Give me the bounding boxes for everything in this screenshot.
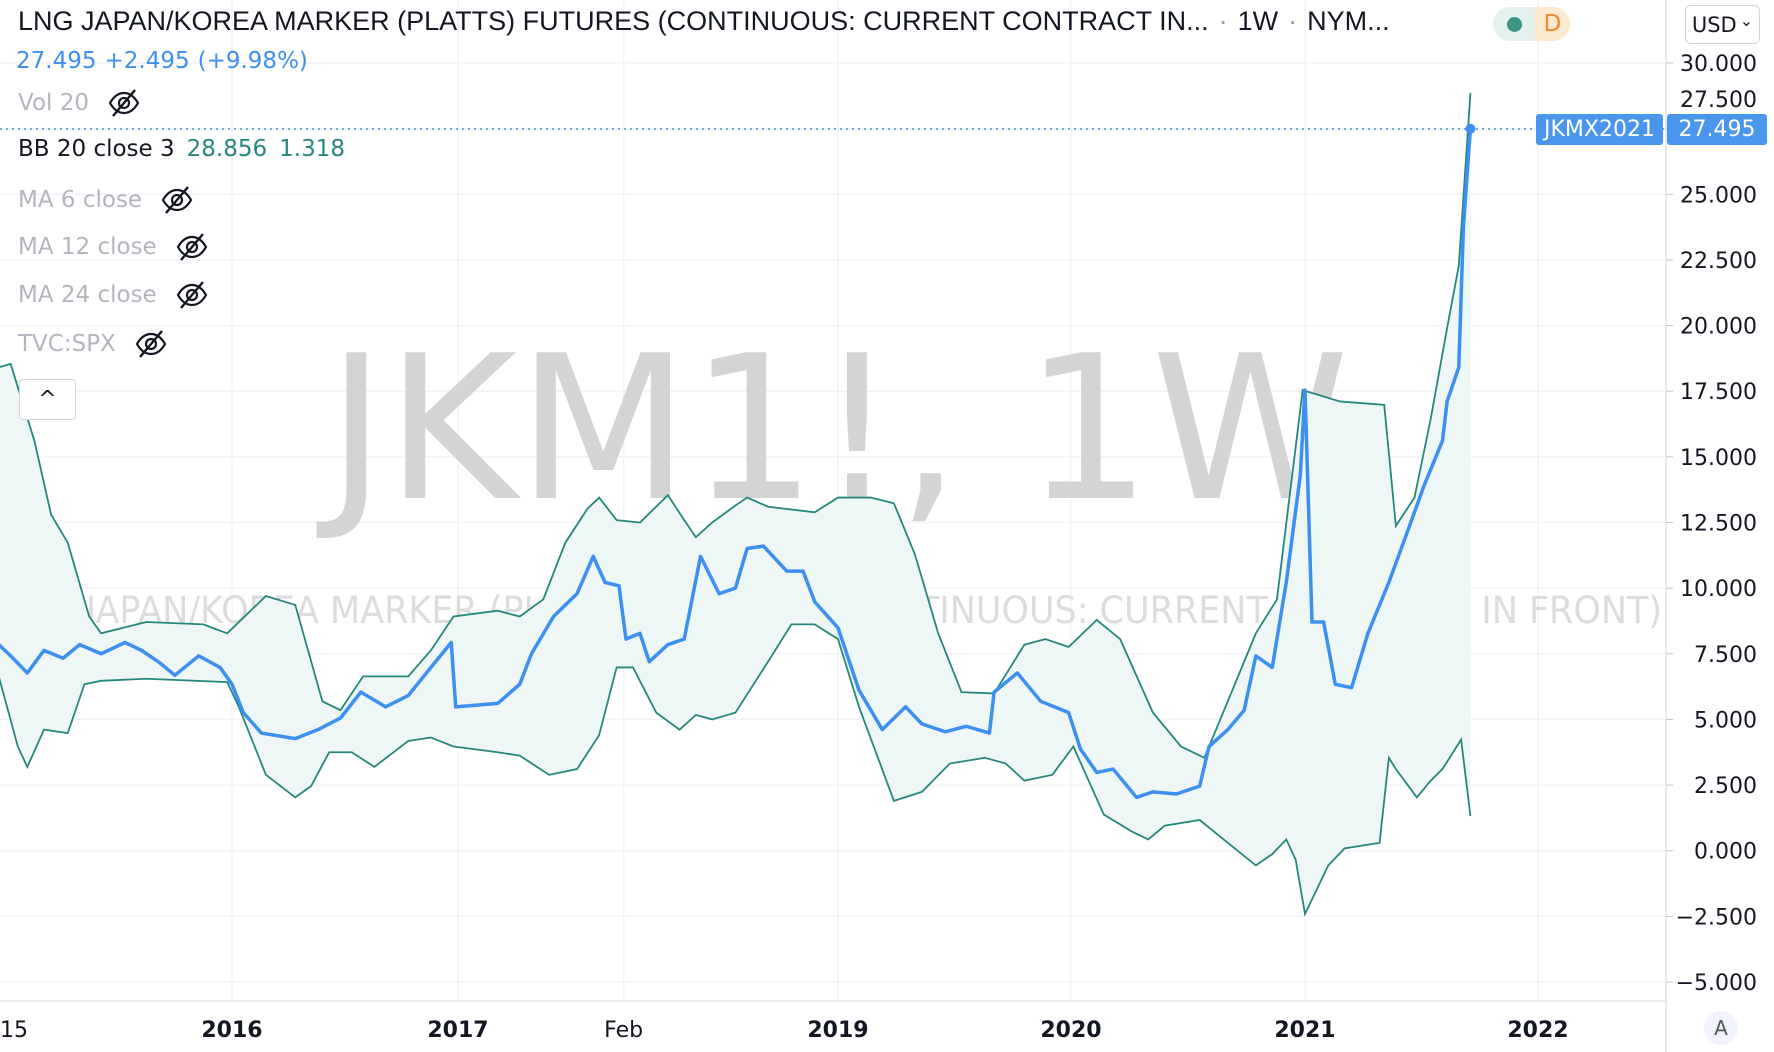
x-tick-label: 2017: [427, 1018, 488, 1043]
status-dot-icon: [1506, 16, 1522, 32]
eye-hidden-icon[interactable]: [134, 329, 168, 359]
y-tick-label: 17.500: [1680, 380, 1757, 405]
y-tick-label: 27.500: [1680, 88, 1757, 113]
x-tick-label: 2020: [1040, 1018, 1101, 1043]
market-open-indicator: [1493, 7, 1535, 41]
collapse-legend-button[interactable]: ^: [19, 379, 76, 420]
legend-item[interactable]: TVC:SPX: [18, 329, 168, 359]
last-price: 27.495: [16, 48, 97, 74]
y-tick-label: 0.000: [1694, 840, 1757, 865]
price-axis[interactable]: 30.000 27.500 25.000 22.500 20.000 17.500 15.0…: [1666, 52, 1757, 996]
time-axis[interactable]: 15 2016 2017 Feb 2019 2020 2021 2022: [0, 1018, 1569, 1043]
bollinger-upper-line: [0, 92, 1472, 759]
y-tick-label: 22.500: [1680, 249, 1757, 274]
legend-item[interactable]: BB 20 close 3 28.856 1.318: [18, 136, 345, 162]
separator: ·: [1218, 6, 1228, 36]
plot-area: [0, 92, 1476, 917]
x-tick-label: Feb: [604, 1018, 643, 1043]
legend-item[interactable]: MA 12 close: [18, 232, 209, 262]
legend-value: 1.318: [279, 136, 345, 162]
currency-select[interactable]: USD ⌄: [1685, 5, 1760, 44]
x-tick-label: 2022: [1507, 1018, 1568, 1043]
legend-label: MA 12 close: [18, 234, 157, 260]
y-tick-label: 2.500: [1694, 774, 1757, 799]
y-tick-label: −5.000: [1676, 971, 1757, 996]
currency-label: USD: [1691, 12, 1737, 37]
x-tick-label: 15: [0, 1018, 28, 1043]
y-tick-label: 20.000: [1680, 315, 1757, 340]
bollinger-band-fill: [0, 93, 1471, 914]
close-price-line: [0, 128, 1473, 800]
eye-hidden-icon[interactable]: [175, 280, 209, 310]
legend-label: MA 6 close: [18, 187, 143, 213]
legend-item[interactable]: Vol 20: [18, 88, 141, 118]
eye-hidden-icon[interactable]: [107, 88, 141, 118]
y-tick-label: −2.500: [1676, 905, 1757, 930]
legend-label: Vol 20: [18, 90, 89, 116]
delayed-indicator: D: [1535, 7, 1570, 41]
chevron-down-icon: ⌄: [1739, 11, 1754, 30]
market-status-badge[interactable]: D: [1493, 7, 1570, 41]
y-tick-label: 15.000: [1680, 446, 1757, 471]
legend-label: BB 20 close 3: [18, 136, 175, 162]
price-change-pct: (+9.98%): [197, 48, 308, 74]
legend-value: 28.856: [186, 136, 268, 162]
separator: ·: [1288, 6, 1298, 36]
y-tick-label: 5.000: [1694, 708, 1757, 733]
auto-scale-button[interactable]: A: [1704, 1011, 1738, 1045]
legend-label: MA 24 close: [18, 282, 157, 308]
interval-label[interactable]: 1W: [1237, 6, 1279, 36]
legend-item[interactable]: MA 24 close: [18, 280, 209, 310]
legend-label: TVC:SPX: [18, 331, 116, 357]
x-tick-label: 2016: [201, 1018, 262, 1043]
bollinger-lower-line: [0, 623, 1472, 917]
y-tick-label: 30.000: [1680, 52, 1757, 77]
x-tick-label: 2021: [1274, 1018, 1335, 1043]
y-tick-label: 7.500: [1694, 643, 1757, 668]
chevron-up-icon: ^: [38, 387, 57, 412]
price-values: 27.495 +2.495 (+9.98%): [16, 48, 316, 74]
symbol-title[interactable]: LNG JAPAN/KOREA MARKER (PLATTS) FUTURES …: [18, 6, 1209, 36]
x-tick-label: 2019: [807, 1018, 868, 1043]
y-tick-label: 12.500: [1680, 512, 1757, 537]
contract-price-tag: JKMX2021: [1536, 114, 1663, 145]
y-tick-label: 10.000: [1680, 577, 1757, 602]
eye-hidden-icon[interactable]: [175, 232, 209, 262]
last-price-tag: 27.495: [1667, 114, 1767, 145]
price-change: +2.495: [104, 48, 190, 74]
exchange-label: NYM...: [1307, 6, 1390, 36]
y-tick-label: 25.000: [1680, 183, 1757, 208]
legend-item[interactable]: MA 6 close: [18, 185, 194, 215]
eye-hidden-icon[interactable]: [160, 185, 194, 215]
chart-header: LNG JAPAN/KOREA MARKER (PLATTS) FUTURES …: [18, 6, 1478, 37]
